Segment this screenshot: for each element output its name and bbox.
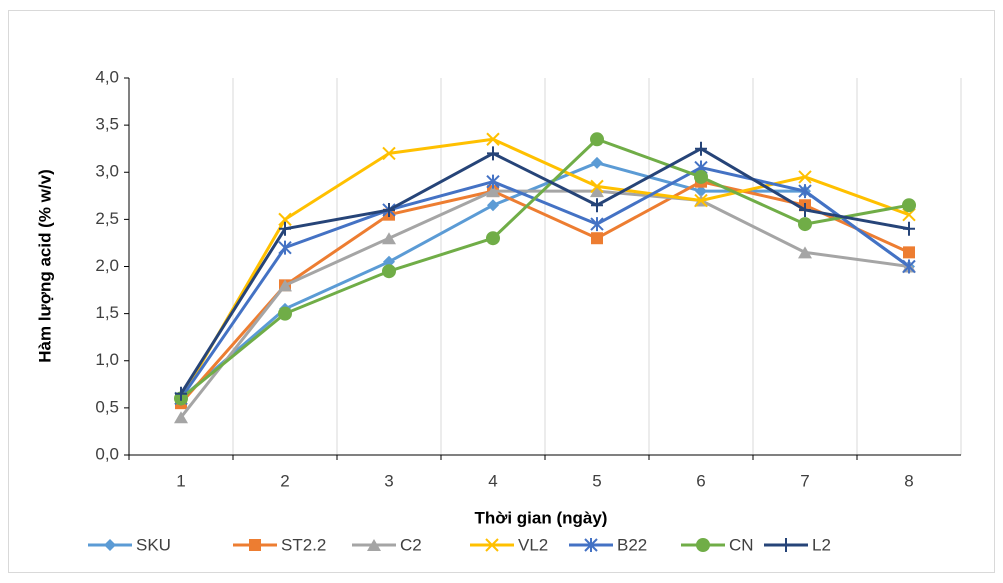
y-tick-label: 4,0 [95, 67, 119, 86]
chart-border [8, 10, 995, 573]
series-line [179, 166, 910, 400]
marker [382, 146, 396, 161]
y-tick-label: 0,0 [95, 444, 119, 463]
x-tick-label: 8 [904, 471, 913, 490]
legend-label: ST2.2 [281, 535, 326, 554]
legend-marker [249, 539, 261, 551]
legend-item: VL2 [470, 535, 548, 554]
y-axis-title: Hàm lượng acid (% w/v) [35, 169, 54, 362]
x-tick-label: 6 [696, 471, 705, 490]
marker [590, 185, 604, 198]
legend-item: ST2.2 [233, 535, 326, 554]
marker [278, 306, 292, 321]
y-tick-label: 2,0 [95, 256, 119, 275]
y-tick-label: 1,0 [95, 350, 119, 369]
marker [694, 193, 708, 208]
y-tick-label: 3,0 [95, 162, 119, 181]
y-tick-label: 3,5 [95, 115, 119, 134]
legend-item: C2 [352, 535, 422, 554]
marker [487, 146, 499, 161]
series-line [179, 189, 910, 419]
marker [695, 141, 707, 156]
marker [591, 198, 603, 213]
marker [903, 246, 915, 259]
y-tick-label: 1,5 [95, 303, 119, 322]
marker [590, 217, 604, 232]
legend-item: B22 [569, 535, 647, 554]
marker [695, 185, 707, 198]
legend-label: VL2 [518, 535, 548, 554]
legend-item: L2 [764, 535, 831, 554]
marker [798, 217, 812, 232]
marker [382, 232, 396, 245]
y-tick-label: 2,5 [95, 209, 119, 228]
x-tick-label: 7 [800, 471, 809, 490]
legend-label: B22 [617, 535, 647, 554]
marker [590, 179, 604, 194]
marker [798, 246, 812, 259]
marker [278, 212, 292, 227]
legend-item: CN [681, 535, 754, 554]
x-axis-title: Thời gian (ngày) [475, 508, 608, 527]
marker [486, 132, 500, 146]
marker [590, 132, 604, 147]
x-tick-label: 4 [488, 471, 497, 490]
marker [902, 198, 916, 213]
x-tick-label: 2 [280, 471, 289, 490]
marker [694, 169, 708, 184]
marker [591, 156, 603, 169]
series-line [180, 137, 910, 400]
x-tick-label: 3 [384, 471, 393, 490]
x-tick-label: 5 [592, 471, 601, 490]
series-line [179, 147, 910, 395]
marker [798, 170, 812, 184]
marker [486, 231, 500, 246]
legend-item: SKU [88, 535, 171, 554]
marker [486, 185, 500, 198]
marker [902, 259, 916, 274]
legend-marker [367, 539, 381, 551]
legend-label: C2 [400, 535, 422, 554]
legend-marker [696, 538, 710, 552]
marker [383, 202, 395, 217]
marker [798, 184, 812, 199]
marker [487, 199, 499, 212]
marker [278, 279, 292, 292]
marker [383, 255, 395, 268]
legend-marker [485, 538, 499, 552]
series-line [179, 137, 910, 400]
legend-label: CN [729, 535, 754, 554]
marker [278, 240, 292, 255]
marker [799, 202, 811, 217]
legend-label: L2 [812, 535, 831, 554]
y-tick-label: 0,5 [95, 397, 119, 416]
marker [279, 221, 291, 236]
marker [175, 386, 187, 401]
marker [903, 221, 915, 236]
legend-marker [584, 538, 598, 552]
series-line [180, 161, 910, 400]
legend-label: SKU [136, 535, 171, 554]
legend-marker [104, 539, 116, 551]
x-tick-label: 1 [176, 471, 185, 490]
legend-marker [780, 538, 792, 552]
marker [382, 264, 396, 279]
marker [591, 232, 603, 245]
marker [486, 174, 500, 189]
marker [174, 411, 188, 424]
